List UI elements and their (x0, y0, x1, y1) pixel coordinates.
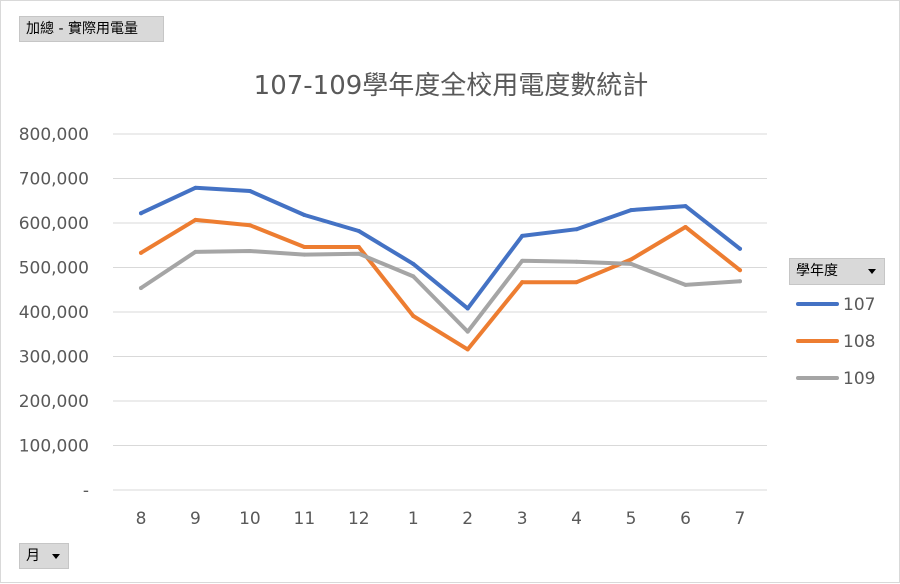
data-point (247, 223, 252, 228)
data-point (411, 314, 416, 319)
y-tick-label: 500,000 (19, 259, 89, 279)
data-point (356, 245, 361, 250)
value-field-label: 加總 - 實際用電量 (26, 21, 138, 37)
data-point (302, 252, 307, 257)
x-tick-label: 1 (408, 509, 419, 529)
axis-field-label: 月 (26, 548, 40, 564)
x-tick-label: 10 (239, 509, 261, 529)
y-tick-label: 800,000 (19, 125, 89, 145)
data-point (465, 306, 470, 311)
data-point (193, 185, 198, 190)
data-point (356, 251, 361, 256)
x-axis-labels: 8 9 10 11 12 1 2 3 4 5 6 7 (136, 509, 746, 529)
x-tick-label: 9 (190, 509, 201, 529)
legend-field-label: 學年度 (796, 263, 838, 279)
data-point (411, 274, 416, 279)
data-point (520, 258, 525, 263)
legend-label: 107 (843, 295, 875, 315)
data-point (465, 329, 470, 334)
axis-field-dropdown[interactable]: 月 (19, 543, 69, 569)
y-tick-label: 400,000 (19, 303, 89, 323)
series-line-108 (139, 217, 742, 352)
data-point (737, 279, 742, 284)
data-point (139, 211, 143, 216)
data-point (629, 261, 634, 266)
x-tick-label: 11 (294, 509, 316, 529)
data-point (574, 227, 579, 232)
data-point (629, 257, 634, 262)
data-point (302, 212, 307, 217)
x-tick-label: 5 (626, 509, 637, 529)
data-point (247, 188, 252, 193)
legend-label: 109 (843, 369, 875, 389)
data-point (139, 285, 143, 290)
data-point (520, 233, 525, 238)
x-tick-label: 8 (136, 509, 147, 529)
chevron-down-icon (52, 554, 60, 559)
y-tick-label: 600,000 (19, 214, 89, 234)
x-tick-label: 3 (517, 509, 528, 529)
data-point (356, 229, 361, 234)
series-line-109 (139, 249, 742, 334)
data-point (302, 245, 307, 250)
legend-label: 108 (843, 332, 875, 352)
data-point (737, 268, 742, 273)
data-point (411, 261, 416, 266)
y-tick-label: 300,000 (19, 348, 89, 368)
series-lines (139, 185, 742, 352)
legend-field-dropdown[interactable]: 學年度 (789, 258, 885, 285)
data-point (574, 259, 579, 264)
data-point (465, 347, 470, 352)
data-point (629, 208, 634, 213)
value-field-button[interactable]: 加總 - 實際用電量 (19, 16, 164, 42)
data-point (520, 280, 525, 285)
x-tick-label: 7 (735, 509, 746, 529)
y-tick-label: 200,000 (19, 392, 89, 412)
data-point (737, 246, 742, 251)
y-tick-label: 700,000 (19, 170, 89, 190)
y-tick-label: - (83, 481, 89, 501)
x-tick-label: 12 (348, 509, 370, 529)
y-tick-label: 100,000 (19, 437, 89, 457)
chevron-down-icon (868, 269, 876, 274)
data-point (247, 249, 252, 254)
data-point (683, 225, 688, 230)
x-tick-label: 2 (462, 509, 473, 529)
data-point (574, 280, 579, 285)
x-tick-label: 6 (680, 509, 691, 529)
data-point (683, 204, 688, 209)
data-point (193, 217, 198, 222)
y-axis-labels: - 100,000 200,000 300,000 400,000 500,000 600,… (19, 125, 89, 501)
series-line-107 (139, 185, 742, 311)
data-point (139, 250, 143, 255)
x-tick-label: 4 (571, 509, 582, 529)
data-point (193, 249, 198, 254)
chart-title: 107-109學年度全校用電度數統計 (254, 71, 649, 101)
legend: 107 108 109 (796, 295, 875, 389)
data-point (683, 282, 688, 287)
